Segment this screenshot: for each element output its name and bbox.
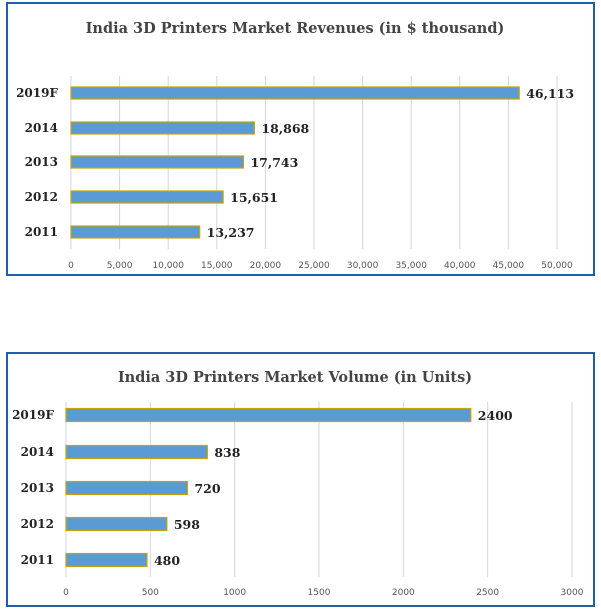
category-label: 2019F bbox=[12, 408, 54, 422]
bar-2011 bbox=[70, 225, 201, 239]
data-label: 13,237 bbox=[207, 225, 255, 240]
x-tick-label: 40,000 bbox=[444, 261, 476, 271]
x-tick-label: 0 bbox=[68, 261, 74, 271]
x-tick-label: 35,000 bbox=[395, 261, 427, 271]
data-label: 720 bbox=[194, 481, 220, 496]
bar-2012 bbox=[70, 190, 224, 204]
data-label: 2400 bbox=[478, 408, 513, 423]
chart-title: India 3D Printers Market Revenues (in $ … bbox=[86, 20, 505, 37]
chart-title: India 3D Printers Market Volume (in Unit… bbox=[118, 369, 472, 386]
bar-2013 bbox=[70, 155, 245, 169]
bar-2013 bbox=[65, 480, 189, 496]
revenue-chart-panel: India 3D Printers Market Revenues (in $ … bbox=[6, 2, 595, 276]
x-tick-label: 15,000 bbox=[201, 261, 233, 271]
bar-2011 bbox=[65, 552, 148, 568]
x-tick-label: 50,000 bbox=[541, 261, 573, 271]
category-label: 2013 bbox=[25, 155, 58, 169]
x-tick-label: 10,000 bbox=[152, 261, 184, 271]
x-tick-label: 5,000 bbox=[107, 261, 133, 271]
category-label: 2014 bbox=[21, 445, 54, 459]
data-label: 480 bbox=[154, 553, 180, 568]
bar-2019F bbox=[70, 86, 520, 100]
x-tick-label: 0 bbox=[63, 588, 69, 598]
bar-2014 bbox=[70, 121, 255, 135]
gridlines bbox=[70, 76, 558, 249]
bar-2019F bbox=[65, 407, 472, 423]
data-label: 46,113 bbox=[526, 86, 574, 101]
x-tick-label: 2000 bbox=[392, 588, 415, 598]
x-tick-label: 30,000 bbox=[347, 261, 379, 271]
volume-chart-panel: India 3D Printers Market Volume (in Unit… bbox=[6, 352, 595, 607]
data-label: 838 bbox=[214, 445, 240, 460]
category-label: 2012 bbox=[25, 190, 58, 204]
x-tick-label: 500 bbox=[142, 588, 159, 598]
category-label: 2019F bbox=[16, 86, 58, 100]
category-label: 2013 bbox=[21, 481, 54, 495]
category-label: 2011 bbox=[25, 225, 58, 239]
x-tick-label: 1500 bbox=[308, 588, 331, 598]
x-tick-label: 1000 bbox=[223, 588, 246, 598]
category-label: 2012 bbox=[21, 517, 54, 531]
x-tick-label: 25,000 bbox=[298, 261, 330, 271]
category-label: 2014 bbox=[25, 121, 58, 135]
data-label: 18,868 bbox=[261, 121, 309, 136]
x-tick-label: 3000 bbox=[561, 588, 584, 598]
data-label: 17,743 bbox=[250, 155, 298, 170]
category-label: 2011 bbox=[21, 553, 54, 567]
x-tick-label: 45,000 bbox=[493, 261, 525, 271]
data-label: 15,651 bbox=[230, 190, 278, 205]
data-label: 598 bbox=[174, 517, 200, 532]
bar-2012 bbox=[65, 516, 168, 532]
volume-chart: India 3D Printers Market Volume (in Unit… bbox=[12, 369, 584, 598]
x-tick-label: 2500 bbox=[476, 588, 499, 598]
revenue-chart: India 3D Printers Market Revenues (in $ … bbox=[16, 20, 574, 271]
bar-2014 bbox=[65, 444, 208, 460]
x-tick-label: 20,000 bbox=[250, 261, 282, 271]
